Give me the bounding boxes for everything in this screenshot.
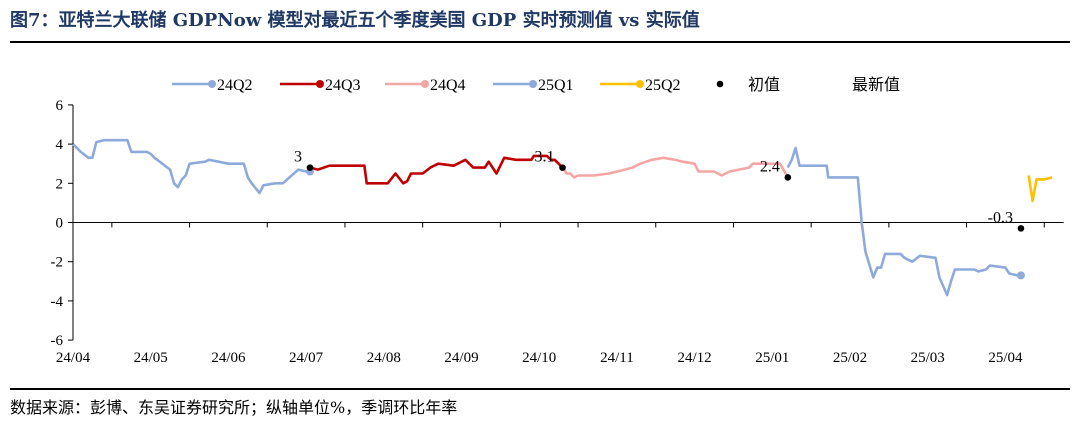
legend-marker-25Q2 xyxy=(636,80,644,88)
x-tick-label: 24/04 xyxy=(56,350,91,366)
initial-value-marker xyxy=(784,174,792,181)
y-tick-label: -6 xyxy=(51,333,64,349)
initial-value-marker xyxy=(559,164,566,171)
y-tick-label: 2 xyxy=(56,176,64,192)
initial-value-label: 2.4 xyxy=(760,158,780,175)
legend-label: 24Q2 xyxy=(217,77,253,94)
x-tick-label: 24/10 xyxy=(522,350,556,366)
series-line-24Q2 xyxy=(72,138,310,195)
legend-marker-initial xyxy=(716,80,724,88)
legend-label: 25Q1 xyxy=(538,77,574,94)
y-tick-label: 0 xyxy=(56,216,64,232)
initial-value-label: -0.3 xyxy=(988,209,1013,226)
initial-value-label: 3.1 xyxy=(535,149,555,166)
x-tick-label: 24/07 xyxy=(289,350,324,366)
initial-value-label: 3 xyxy=(294,149,302,166)
series-line-25Q1 xyxy=(786,146,1021,297)
x-tick-label: 24/09 xyxy=(444,350,478,366)
legend-label: 24Q4 xyxy=(430,77,466,94)
x-tick-label: 25/03 xyxy=(911,350,945,366)
x-tick-label: 25/01 xyxy=(755,350,789,366)
legend-label: 最新值 xyxy=(852,76,900,94)
legend-label: 25Q2 xyxy=(645,77,681,94)
legend-marker-24Q2 xyxy=(208,80,216,88)
title-rule xyxy=(10,41,1070,43)
series-end-marker-25Q1 xyxy=(1016,271,1025,280)
series-line-25Q2 xyxy=(1027,175,1053,203)
x-tick-label: 24/08 xyxy=(367,350,401,366)
x-tick-label: 25/02 xyxy=(833,350,867,366)
legend-marker-24Q3 xyxy=(316,80,324,88)
source-rule xyxy=(10,388,1070,390)
x-tick-label: 24/06 xyxy=(211,350,246,366)
initial-value-marker xyxy=(1017,225,1025,232)
y-tick-label: -2 xyxy=(51,255,64,271)
gdpnow-line-chart: -6 -4 -2 0 2 4 6 24/04 24/05 24/06 24/07 24/08 24/09… xyxy=(51,76,1064,366)
y-tick-label: 4 xyxy=(56,137,64,153)
x-tick-label: 24/11 xyxy=(600,350,634,366)
source-note: 数据来源：彭博、东吴证券研究所；纵轴单位%，季调环比年率 xyxy=(10,398,458,417)
legend-marker-25Q1 xyxy=(529,80,537,88)
y-tick-label: -4 xyxy=(51,294,64,310)
series-line-24Q3 xyxy=(309,154,564,185)
legend-marker-24Q4 xyxy=(421,80,429,88)
initial-value-marker xyxy=(306,164,314,171)
x-tick-label: 24/05 xyxy=(134,350,168,366)
y-tick-label: 6 xyxy=(56,98,64,114)
x-tick-label: 24/12 xyxy=(678,350,712,366)
legend-label: 初值 xyxy=(748,76,780,94)
legend-label: 24Q3 xyxy=(325,77,361,94)
series-line-24Q4 xyxy=(561,156,789,179)
x-tick-label: 25/04 xyxy=(988,350,1023,366)
chart-title: 图7：亚特兰大联储 GDPNow 模型对最近五个季度美国 GDP 实时预测值 v… xyxy=(10,10,700,31)
